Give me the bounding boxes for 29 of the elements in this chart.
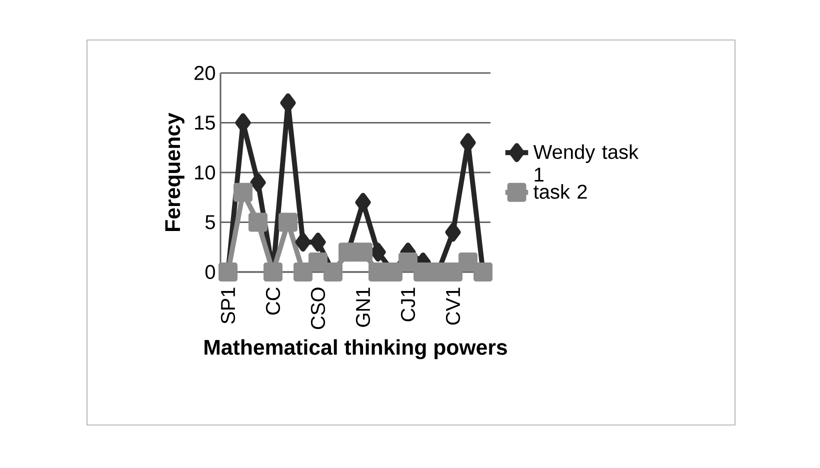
x-axis-title: Mathematical thinking powers: [204, 339, 507, 360]
legend-label: task 2: [534, 184, 587, 199]
x-tick-label: CV1: [446, 288, 460, 325]
point: [444, 262, 463, 282]
point: [354, 242, 373, 262]
y-tick-label: 10: [195, 165, 215, 180]
x-tick-label: SP1: [220, 288, 236, 324]
point: [308, 252, 328, 272]
point: [458, 252, 478, 272]
point: [445, 222, 461, 242]
legend-label: Wendy task 1: [533, 144, 639, 182]
point: [234, 182, 253, 202]
y-tick-label: 20: [194, 66, 215, 80]
point: [398, 252, 418, 272]
x-tick-label: CJ1: [400, 288, 416, 322]
point: [310, 232, 326, 252]
y-tick-label: 5: [205, 215, 215, 230]
point: [355, 192, 371, 212]
point: [248, 212, 268, 232]
point: [250, 172, 266, 192]
y-tick-label: 0: [205, 264, 215, 280]
point: [278, 212, 298, 232]
y-tick-label: 15: [195, 116, 215, 130]
x-tick-label: GN1: [356, 288, 370, 327]
y-axis-title: Ferequency: [165, 112, 184, 231]
point: [295, 232, 311, 252]
x-tick-label: CSO: [310, 288, 326, 330]
point: [294, 262, 313, 282]
x-tick-label: CC: [266, 287, 280, 315]
